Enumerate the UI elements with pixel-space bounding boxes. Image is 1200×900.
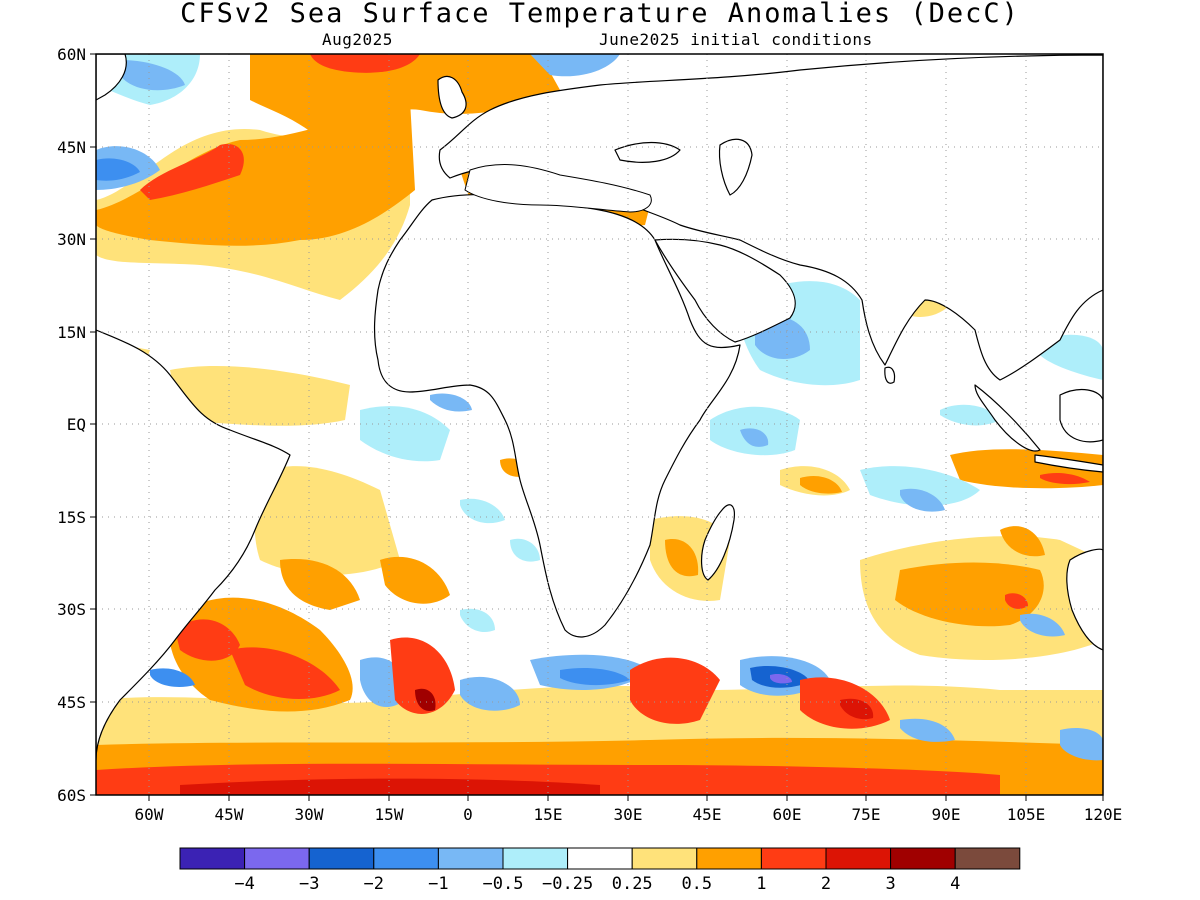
island-sri-lanka: [884, 366, 896, 384]
lon-label-15w: 15W: [375, 805, 404, 824]
sea-caspian: [718, 138, 753, 196]
lon-label-105e: 105E: [1007, 805, 1046, 824]
anomaly-field-south-atlantic: [96, 340, 540, 610]
colorbar-label: −0.25: [542, 874, 593, 894]
lon-label-60w: 60W: [135, 805, 164, 824]
colorbar-label: 3: [885, 874, 895, 894]
colorbar-label: 2: [821, 874, 831, 894]
lat-label-45n: 45N: [57, 138, 86, 157]
anomaly-field-south-indian: [650, 516, 1103, 660]
initial-conditions-label: June2025 initial conditions: [599, 30, 873, 49]
lon-label-60e: 60E: [773, 805, 802, 824]
colorbar-swatch: [825, 847, 892, 870]
lon-label-90e: 90E: [932, 805, 961, 824]
lat-label-45s: 45S: [57, 693, 86, 712]
lon-labels: 60W 45W 30W 15W 0 15E 30E 45E 60E 75E 90…: [135, 805, 1123, 824]
colorbar-swatch: [502, 847, 569, 870]
lon-label-30e: 30E: [614, 805, 643, 824]
island-borneo: [1059, 388, 1103, 443]
colorbar-label: 0.5: [681, 874, 712, 894]
colorbar-swatch: [760, 847, 827, 870]
lon-label-30w: 30W: [295, 805, 324, 824]
island-sumatra: [974, 384, 1041, 452]
lon-label-45w: 45W: [215, 805, 244, 824]
map-area: [96, 54, 1103, 795]
sea-black: [614, 141, 681, 163]
lat-label-60s: 60S: [57, 786, 86, 805]
lat-labels: 60N 45N 30N 15N EQ 15S 30S 45S 60S: [57, 45, 86, 805]
continent-africa: [373, 193, 741, 638]
colorbar-label: −4: [234, 874, 254, 894]
colorbar: −4 −3 −2 −1 −0.5 −0.25 0.25 0.5 1 2 3 4: [179, 847, 1021, 894]
island-java: [1034, 454, 1103, 473]
lon-label-15e: 15E: [534, 805, 563, 824]
sea-mediterranean: [464, 164, 652, 213]
valid-month-label: Aug2025: [322, 30, 393, 49]
colorbar-swatch: [308, 847, 375, 870]
colorbar-swatch: [954, 847, 1021, 870]
colorbar-label: −3: [299, 874, 319, 894]
lat-label-eq: EQ: [67, 415, 86, 434]
lat-label-30n: 30N: [57, 230, 86, 249]
lat-label-30s: 30S: [57, 600, 86, 619]
lat-label-15s: 15S: [57, 508, 86, 527]
colorbar-swatch: [890, 847, 956, 870]
colorbar-label: −2: [364, 874, 384, 894]
island-britain: [437, 75, 467, 119]
lat-label-60n: 60N: [57, 45, 86, 64]
colorbar-label: 0.25: [612, 874, 653, 894]
lon-label-45e: 45E: [693, 805, 722, 824]
colorbar-label: 4: [950, 874, 960, 894]
colorbar-label: −1: [428, 874, 448, 894]
anomaly-field-southern-ocean: [96, 597, 1103, 795]
lon-label-120e: 120E: [1084, 805, 1123, 824]
continent-south-america: [96, 329, 291, 761]
colorbar-swatch: [696, 847, 762, 870]
colorbar-swatch: [567, 847, 633, 870]
island-madagascar: [701, 504, 735, 581]
lat-label-15n: 15N: [57, 323, 86, 342]
island-greenland: [96, 54, 127, 101]
colorbar-swatch: [179, 847, 246, 870]
colorbar-swatch: [244, 847, 310, 870]
colorbar-swatch: [373, 847, 439, 870]
continent-australia: [1066, 548, 1103, 651]
colorbar-swatch: [437, 847, 504, 870]
lon-label-75e: 75E: [852, 805, 881, 824]
axis-ticks: [90, 53, 1104, 801]
colorbar-label: 1: [756, 874, 766, 894]
map-title: CFSv2 Sea Surface Temperature Anomalies …: [180, 0, 1020, 29]
colorbar-swatch: [631, 847, 698, 870]
colorbar-label: −0.5: [483, 874, 524, 894]
continent-arabia: [654, 238, 796, 343]
lon-label-0: 0: [463, 805, 473, 824]
